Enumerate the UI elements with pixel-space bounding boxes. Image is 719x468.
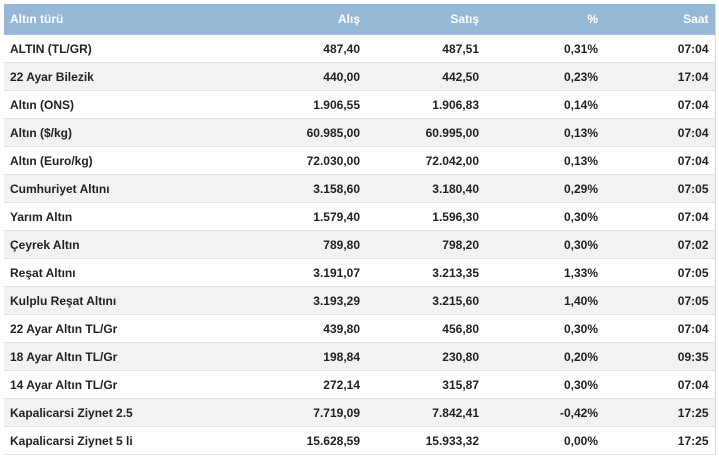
cell-gold-type: Altın ($/kg) [4,118,247,147]
cell-buy-price: 1.579,40 [247,202,366,231]
table-row[interactable]: Reşat Altını 3.191,07 3.213,35 1,33% 07:05 [4,258,715,287]
cell-gold-type: 14 Ayar Altın TL/Gr [4,370,247,399]
cell-gold-type: 22 Ayar Bilezik [4,62,247,91]
cell-buy-price: 1.906,55 [247,90,366,119]
cell-change-percent: 0,00% [485,426,604,455]
table-row[interactable]: Cumhuriyet Altını 3.158,60 3.180,40 0,29% 07… [4,174,715,203]
cell-buy-price: 3.193,29 [247,286,366,315]
cell-gold-type: Kapalicarsi Ziynet 5 li [4,426,247,455]
cell-gold-type: ALTIN (TL/GR) [4,34,247,63]
table-row[interactable]: Kapalicarsi Ziynet 2.5 7.719,09 7.842,41 -0… [4,398,715,427]
cell-time: 07:04 [604,370,715,399]
cell-sell-price: 1.906,83 [366,90,485,119]
cell-buy-price: 60.985,00 [247,118,366,147]
cell-sell-price: 798,20 [366,230,485,259]
cell-time: 17:25 [604,398,715,427]
cell-time: 07:04 [604,90,715,119]
cell-time: 07:05 [604,286,715,315]
cell-buy-price: 789,80 [247,230,366,259]
cell-buy-price: 3.191,07 [247,258,366,287]
cell-buy-price: 440,00 [247,62,366,91]
cell-buy-price: 439,80 [247,314,366,343]
column-header-change[interactable]: % [485,4,604,35]
cell-change-percent: 0,29% [485,174,604,203]
table-row[interactable]: 14 Ayar Altın TL/Gr 272,14 315,87 0,30% 07:0… [4,370,715,399]
cell-sell-price: 487,51 [366,34,485,63]
cell-sell-price: 442,50 [366,62,485,91]
table-header-row: Altın türü Alış Satış % Saat [4,4,715,35]
gold-prices-table: Altın türü Alış Satış % Saat ALTIN (TL/G… [4,4,716,455]
cell-change-percent: 0,13% [485,118,604,147]
table-row[interactable]: Kulplu Reşat Altını 3.193,29 3.215,60 1,40%… [4,286,715,315]
cell-sell-price: 230,80 [366,342,485,371]
column-header-time[interactable]: Saat [604,4,715,35]
cell-sell-price: 456,80 [366,314,485,343]
cell-gold-type: Reşat Altını [4,258,247,287]
cell-gold-type: 22 Ayar Altın TL/Gr [4,314,247,343]
cell-gold-type: Cumhuriyet Altını [4,174,247,203]
cell-sell-price: 3.215,60 [366,286,485,315]
cell-time: 07:04 [604,34,715,63]
table-row[interactable]: Altın ($/kg) 60.985,00 60.995,00 0,13% 07:04 [4,118,715,147]
table-row[interactable]: 18 Ayar Altın TL/Gr 198,84 230,80 0,20% 09:3… [4,342,715,371]
cell-gold-type: Altın (ONS) [4,90,247,119]
cell-gold-type: Kulplu Reşat Altını [4,286,247,315]
cell-time: 09:35 [604,342,715,371]
cell-change-percent: 0,20% [485,342,604,371]
cell-buy-price: 7.719,09 [247,398,366,427]
cell-gold-type: Yarım Altın [4,202,247,231]
cell-buy-price: 15.628,59 [247,426,366,455]
cell-change-percent: 0,23% [485,62,604,91]
cell-gold-type: Altın (Euro/kg) [4,146,247,175]
cell-change-percent: 1,40% [485,286,604,315]
table-row[interactable]: Altın (Euro/kg) 72.030,00 72.042,00 0,13% 07… [4,146,715,175]
cell-sell-price: 7.842,41 [366,398,485,427]
table-row[interactable]: ALTIN (TL/GR) 487,40 487,51 0,31% 07:04 [4,34,715,63]
table-row[interactable]: 22 Ayar Bilezik 440,00 442,50 0,23% 17:04 [4,62,715,91]
cell-buy-price: 72.030,00 [247,146,366,175]
cell-change-percent: 0,30% [485,314,604,343]
cell-buy-price: 3.158,60 [247,174,366,203]
cell-time: 07:04 [604,202,715,231]
cell-sell-price: 15.933,32 [366,426,485,455]
cell-buy-price: 198,84 [247,342,366,371]
cell-sell-price: 1.596,30 [366,202,485,231]
table-row[interactable]: Kapalicarsi Ziynet 5 li 15.628,59 15.933,3… [4,426,715,455]
column-header-sell[interactable]: Satış [366,4,485,35]
cell-gold-type: Çeyrek Altın [4,230,247,259]
column-header-buy[interactable]: Alış [247,4,366,35]
cell-gold-type: 18 Ayar Altın TL/Gr [4,342,247,371]
table-body: ALTIN (TL/GR) 487,40 487,51 0,31% 07:04 22 Ay… [4,34,715,455]
cell-time: 07:04 [604,314,715,343]
cell-change-percent: 1,33% [485,258,604,287]
column-header-type[interactable]: Altın türü [4,4,247,35]
cell-sell-price: 3.180,40 [366,174,485,203]
cell-sell-price: 315,87 [366,370,485,399]
cell-time: 17:25 [604,426,715,455]
cell-change-percent: 0,30% [485,230,604,259]
table-row[interactable]: Çeyrek Altın 789,80 798,20 0,30% 07:02 [4,230,715,259]
cell-buy-price: 487,40 [247,34,366,63]
cell-change-percent: 0,30% [485,202,604,231]
cell-sell-price: 60.995,00 [366,118,485,147]
table-row[interactable]: Yarım Altın 1.579,40 1.596,30 0,30% 07:04 [4,202,715,231]
table-row[interactable]: Altın (ONS) 1.906,55 1.906,83 0,14% 07:04 [4,90,715,119]
cell-time: 07:04 [604,146,715,175]
cell-change-percent: 0,14% [485,90,604,119]
cell-change-percent: 0,31% [485,34,604,63]
cell-change-percent: 0,13% [485,146,604,175]
cell-buy-price: 272,14 [247,370,366,399]
cell-change-percent: -0,42% [485,398,604,427]
cell-time: 17:04 [604,62,715,91]
table-row[interactable]: 22 Ayar Altın TL/Gr 439,80 456,80 0,30% 07:0… [4,314,715,343]
cell-gold-type: Kapalicarsi Ziynet 2.5 [4,398,247,427]
cell-time: 07:05 [604,174,715,203]
cell-time: 07:05 [604,258,715,287]
cell-sell-price: 3.213,35 [366,258,485,287]
cell-sell-price: 72.042,00 [366,146,485,175]
cell-time: 07:04 [604,118,715,147]
cell-time: 07:02 [604,230,715,259]
cell-change-percent: 0,30% [485,370,604,399]
